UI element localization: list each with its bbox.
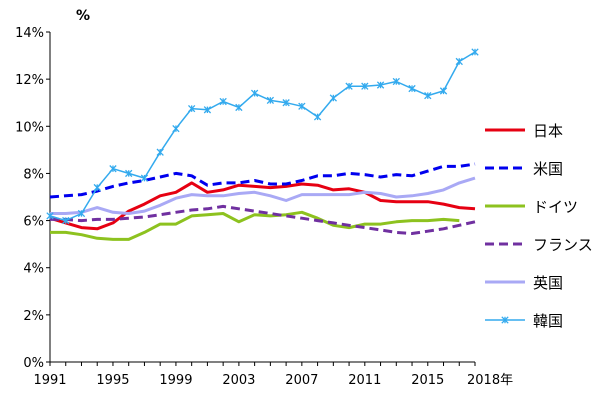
data-point-marker [93, 183, 101, 192]
y-tick-label: 14% [15, 26, 44, 41]
series-line-3 [50, 204, 476, 235]
y-tick-label: 0% [23, 356, 44, 371]
legend-item: フランス [485, 236, 593, 254]
data-point-marker [408, 84, 416, 93]
data-point-marker [250, 89, 259, 97]
data-point-marker [203, 106, 212, 114]
data-point-marker [266, 96, 275, 105]
legend-label: 米国 [533, 160, 563, 178]
data-point-marker [62, 216, 70, 225]
data-point-marker [172, 124, 180, 133]
data-point-marker [471, 48, 479, 56]
legend-label: ドイツ [533, 198, 578, 216]
x-tick-label: 2015 [411, 373, 444, 388]
data-point-marker [46, 212, 54, 220]
data-point-marker [188, 104, 196, 113]
legend-item: 韓国 [485, 312, 563, 330]
axes: 0% 2% 4% 6% 8% 10% 12% 14% 1991 1995 1999 2003 2007 2… [15, 26, 513, 388]
data-point-marker [77, 209, 86, 218]
data-point-marker [282, 99, 290, 107]
legend-label: 英国 [533, 274, 563, 292]
data-point-marker [235, 103, 243, 112]
series-line-5 [49, 51, 476, 222]
series-line-4 [50, 176, 476, 215]
data-point-marker [313, 113, 322, 121]
legend-item: 日本 [485, 122, 563, 140]
y-tick-label: 2% [23, 309, 44, 324]
data-point-marker [125, 169, 133, 178]
legend-label: 日本 [533, 122, 563, 140]
data-point-marker [298, 102, 306, 110]
x-tick-label: 1991 [33, 373, 66, 388]
legend-item: 米国 [485, 160, 563, 178]
data-point-marker [392, 77, 400, 86]
series-line-1 [49, 162, 476, 199]
y-unit-label: % [76, 8, 90, 24]
y-tick-label: 10% [15, 120, 44, 135]
y-tick-label: 4% [23, 262, 44, 277]
y-tick-label: 12% [15, 73, 44, 88]
data-point-marker [376, 81, 385, 89]
data-point-marker [345, 82, 353, 90]
x-tick-label: 2003 [222, 373, 255, 388]
data-point-marker [109, 165, 117, 173]
legend-label: フランス [533, 236, 593, 254]
legend-label: 韓国 [533, 312, 563, 330]
x-tick-label: 2011 [348, 373, 381, 388]
series-line-2 [50, 210, 460, 241]
x-end-label: 2018年 [467, 373, 513, 388]
x-tick-label: 2007 [285, 373, 318, 388]
legend-item: 英国 [485, 274, 563, 292]
data-point-marker [140, 174, 149, 182]
data-point-marker [329, 94, 337, 102]
x-tick-label: 1995 [96, 373, 129, 388]
data-point-marker [156, 148, 164, 156]
x-tick-label: 1999 [159, 373, 192, 388]
data-point-marker [424, 91, 432, 100]
data-point-marker [219, 97, 227, 106]
data-point-marker [361, 82, 369, 90]
legend-item: ドイツ [485, 198, 578, 216]
data-point-marker [439, 87, 448, 95]
data-point-marker [455, 57, 463, 66]
y-tick-label: 6% [23, 215, 44, 230]
y-tick-label: 8% [23, 167, 44, 182]
series-layer [46, 48, 479, 241]
series-line-0 [49, 181, 476, 231]
